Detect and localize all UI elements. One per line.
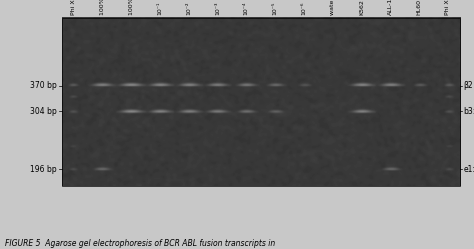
Text: 100% ALL-1: 100% ALL-1 (100, 0, 105, 15)
Text: e1:a2: e1:a2 (464, 165, 474, 174)
Text: Phi X Marker: Phi X Marker (71, 0, 76, 15)
Text: 10⁻¹: 10⁻¹ (157, 2, 163, 15)
Text: 10⁻⁴: 10⁻⁴ (244, 2, 249, 15)
Text: ALL-1: ALL-1 (388, 0, 393, 15)
Text: Phi X Marker: Phi X Marker (446, 0, 450, 15)
Text: K562: K562 (359, 0, 364, 15)
Text: 100% K562: 100% K562 (128, 0, 134, 15)
Text: FIGURE 5  Agarose gel electrophoresis of BCR ABL fusion transcripts in: FIGURE 5 Agarose gel electrophoresis of … (5, 239, 275, 248)
Text: 10⁻⁵: 10⁻⁵ (273, 2, 278, 15)
Text: β2: β2 (464, 81, 473, 90)
Text: b3:a2: b3:a2 (464, 107, 474, 116)
Text: 10⁻⁶: 10⁻⁶ (301, 2, 306, 15)
Text: 10⁻³: 10⁻³ (215, 2, 220, 15)
Text: 370 bp: 370 bp (30, 81, 57, 90)
Text: 196 bp: 196 bp (30, 165, 57, 174)
Text: water negative: water negative (330, 0, 335, 15)
Text: 304 bp: 304 bp (30, 107, 57, 116)
Text: 10⁻²: 10⁻² (186, 2, 191, 15)
Bar (62, 17, 460, 186)
Text: HL60: HL60 (417, 0, 421, 15)
